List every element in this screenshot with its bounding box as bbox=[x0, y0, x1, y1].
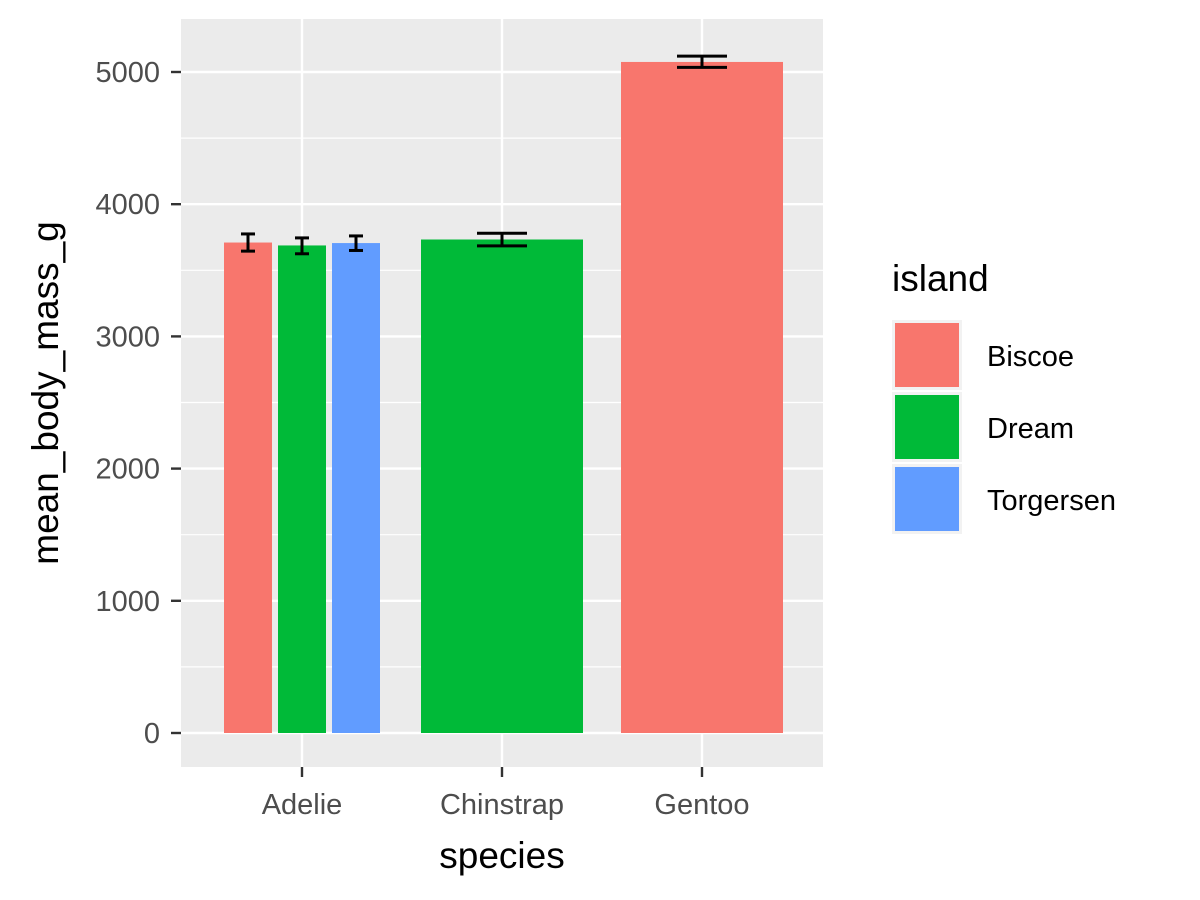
y-tick-label: 5000 bbox=[95, 57, 160, 89]
legend-title: island bbox=[892, 258, 989, 299]
legend: island Biscoe Dream Torgersen bbox=[892, 258, 1116, 534]
errorbar-gentoo-biscoe bbox=[677, 54, 727, 69]
x-tick-label: Adelie bbox=[262, 789, 343, 821]
x-tick-label: Gentoo bbox=[654, 789, 749, 821]
legend-key-swatch bbox=[895, 323, 959, 387]
x-axis-title: species bbox=[439, 835, 564, 876]
x-tick-label: Chinstrap bbox=[440, 789, 564, 821]
bar-chinstrap-dream bbox=[421, 239, 583, 733]
legend-item-torgersen: Torgersen bbox=[892, 464, 1116, 534]
y-tick-label: 2000 bbox=[95, 454, 160, 486]
legend-key-swatch bbox=[895, 467, 959, 531]
bar-adelie-biscoe bbox=[224, 242, 272, 733]
legend-item-dream: Dream bbox=[892, 392, 1074, 462]
y-tick-label: 1000 bbox=[95, 586, 160, 618]
bar-adelie-torgersen bbox=[332, 243, 380, 733]
errorbar-chinstrap-dream bbox=[477, 231, 527, 248]
bars bbox=[224, 61, 783, 733]
legend-label: Torgersen bbox=[987, 485, 1116, 517]
x-axis: Adelie Chinstrap Gentoo bbox=[262, 767, 750, 821]
errorbar-adelie-biscoe bbox=[241, 232, 255, 253]
y-tick-label: 3000 bbox=[95, 321, 160, 353]
bar-gentoo-biscoe bbox=[621, 61, 783, 733]
errorbar-adelie-dream bbox=[295, 236, 309, 256]
errorbar-adelie-torgersen bbox=[349, 234, 363, 252]
legend-key-swatch bbox=[895, 395, 959, 459]
y-tick-label: 0 bbox=[144, 718, 160, 750]
legend-item-biscoe: Biscoe bbox=[892, 320, 1074, 390]
legend-label: Dream bbox=[987, 413, 1074, 445]
y-tick-label: 4000 bbox=[95, 189, 160, 221]
y-axis: 0 1000 2000 3000 4000 5000 bbox=[95, 57, 181, 750]
error-bars bbox=[241, 54, 727, 256]
y-axis-title: mean_body_mass_g bbox=[25, 221, 66, 565]
bar-adelie-dream bbox=[278, 245, 326, 733]
legend-items: Biscoe Dream Torgersen bbox=[892, 320, 1116, 534]
legend-label: Biscoe bbox=[987, 341, 1074, 373]
